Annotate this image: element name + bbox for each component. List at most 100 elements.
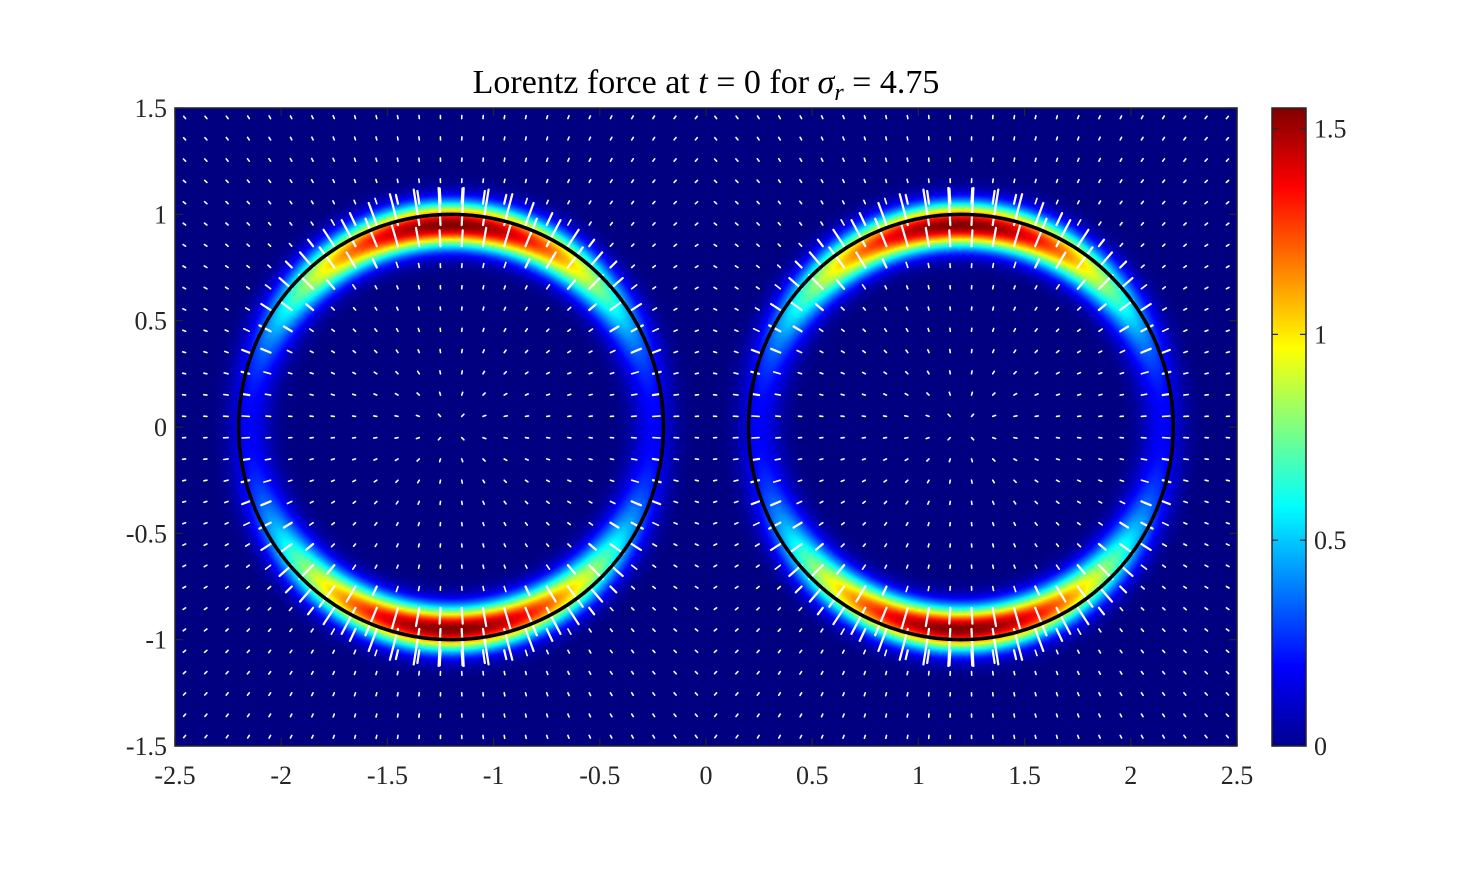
plot-area — [175, 108, 1237, 746]
quiver-arrow — [842, 157, 845, 162]
quiver-arrow — [1055, 458, 1061, 461]
quiver-arrow — [772, 371, 782, 375]
quiver-arrow — [245, 286, 251, 290]
quiver-arrow — [545, 115, 549, 120]
quiver-arrow — [1225, 329, 1230, 333]
quiver-arrow — [713, 670, 718, 675]
quiver-arrow — [734, 286, 739, 290]
quiver-arrow — [970, 391, 974, 396]
quiver-arrow — [503, 136, 506, 141]
quiver-arrow — [673, 200, 678, 205]
quiver-arrow — [673, 286, 678, 290]
quiver-arrow — [524, 543, 528, 548]
quiver-arrow — [415, 436, 421, 440]
quiver-arrow — [288, 606, 293, 612]
quiver-arrow — [652, 115, 656, 120]
quiver-arrow — [224, 564, 229, 568]
quiver-arrow — [948, 606, 952, 625]
quiver-arrow — [181, 479, 187, 482]
quiver-arrow — [182, 179, 187, 184]
quiver-arrow — [884, 670, 888, 676]
quiver-arrow — [395, 261, 399, 269]
quiver-arrow — [524, 479, 529, 483]
quiver-arrow — [841, 649, 845, 654]
quiver-arrow — [588, 393, 593, 396]
quiver-arrow — [416, 370, 421, 375]
quiver-arrow — [348, 627, 357, 643]
quiver-arrow — [1225, 670, 1230, 675]
quiver-arrow — [884, 691, 888, 697]
quiver-arrow — [1119, 393, 1125, 396]
quiver-arrow — [566, 585, 584, 608]
quiver-arrow — [225, 713, 229, 718]
quiver-arrow — [904, 392, 909, 396]
quiver-arrow — [567, 219, 572, 226]
quiver-arrow — [884, 306, 888, 311]
quiver-arrow — [630, 371, 640, 375]
quiver-arrow — [1140, 564, 1148, 570]
quiver-arrow — [713, 606, 718, 611]
quiver-arrow — [481, 606, 488, 628]
quiver-arrow — [798, 649, 803, 654]
quiver-arrow — [351, 458, 357, 461]
quiver-arrow — [223, 479, 229, 482]
quiver-arrow — [332, 649, 336, 654]
quiver-arrow — [841, 670, 845, 676]
quiver-arrow — [732, 458, 739, 461]
quiver-arrow — [417, 262, 421, 269]
quiver-arrow — [862, 649, 867, 655]
quiver-arrow — [1055, 713, 1059, 718]
quiver-arrow — [524, 627, 535, 653]
quiver-arrow — [284, 585, 293, 594]
quiver-arrow — [1098, 670, 1102, 676]
quiver-arrow — [713, 136, 718, 141]
colorbar-box — [1271, 107, 1307, 747]
quiver-arrow — [503, 500, 507, 505]
quiver-arrow — [1140, 136, 1144, 141]
quiver-arrow — [1183, 393, 1189, 396]
quiver-arrow — [1034, 734, 1037, 740]
quiver-arrow — [1098, 628, 1102, 633]
quiver-arrow — [1076, 479, 1082, 483]
quiver-arrow — [503, 649, 508, 661]
quiver-arrow — [246, 628, 251, 633]
colorbar-ticks: 1.5 1 0.5 0 — [1272, 115, 1347, 761]
quiver-arrow — [482, 392, 486, 396]
colorbar-tick-label: 0 — [1314, 732, 1327, 761]
quiver-arrow — [904, 479, 909, 484]
quiver-arrow — [797, 458, 803, 461]
quiver-arrow — [374, 543, 378, 548]
quiver-arrow — [588, 542, 598, 551]
quiver-arrow — [545, 349, 550, 354]
quiver-arrow — [609, 458, 615, 461]
quiver-arrow — [630, 136, 635, 141]
quiver-arrow — [652, 264, 657, 269]
quiver-arrow — [652, 243, 656, 247]
quiver-arrow — [926, 500, 930, 506]
quiver-arrow — [246, 670, 251, 675]
quiver-arrow — [1161, 286, 1167, 290]
quiver-arrow — [651, 392, 662, 397]
quiver-arrow — [503, 691, 506, 697]
quiver-arrow — [1098, 350, 1103, 354]
quiver-arrow — [482, 262, 485, 269]
quiver-arrow — [777, 691, 782, 697]
quiver-arrow — [417, 500, 421, 506]
quiver-arrow — [1055, 649, 1059, 655]
quiver-arrow — [225, 606, 229, 611]
quiver-arrow — [225, 670, 229, 675]
quiver-arrow — [694, 585, 699, 589]
quiver-arrow — [694, 329, 700, 333]
quiver-arrow — [267, 243, 272, 247]
quiver-arrow — [203, 628, 208, 632]
quiver-arrow — [1204, 691, 1208, 696]
quiver-arrow — [713, 628, 718, 632]
quiver-arrow — [630, 606, 635, 611]
quiver-arrow — [372, 436, 378, 439]
quiver-arrow — [673, 136, 677, 141]
quiver-arrow — [1183, 691, 1187, 696]
quiver-arrow — [1161, 500, 1172, 506]
quiver-arrow — [1183, 136, 1187, 141]
quiver-arrow — [970, 436, 975, 441]
quiver-arrow — [1204, 350, 1209, 354]
